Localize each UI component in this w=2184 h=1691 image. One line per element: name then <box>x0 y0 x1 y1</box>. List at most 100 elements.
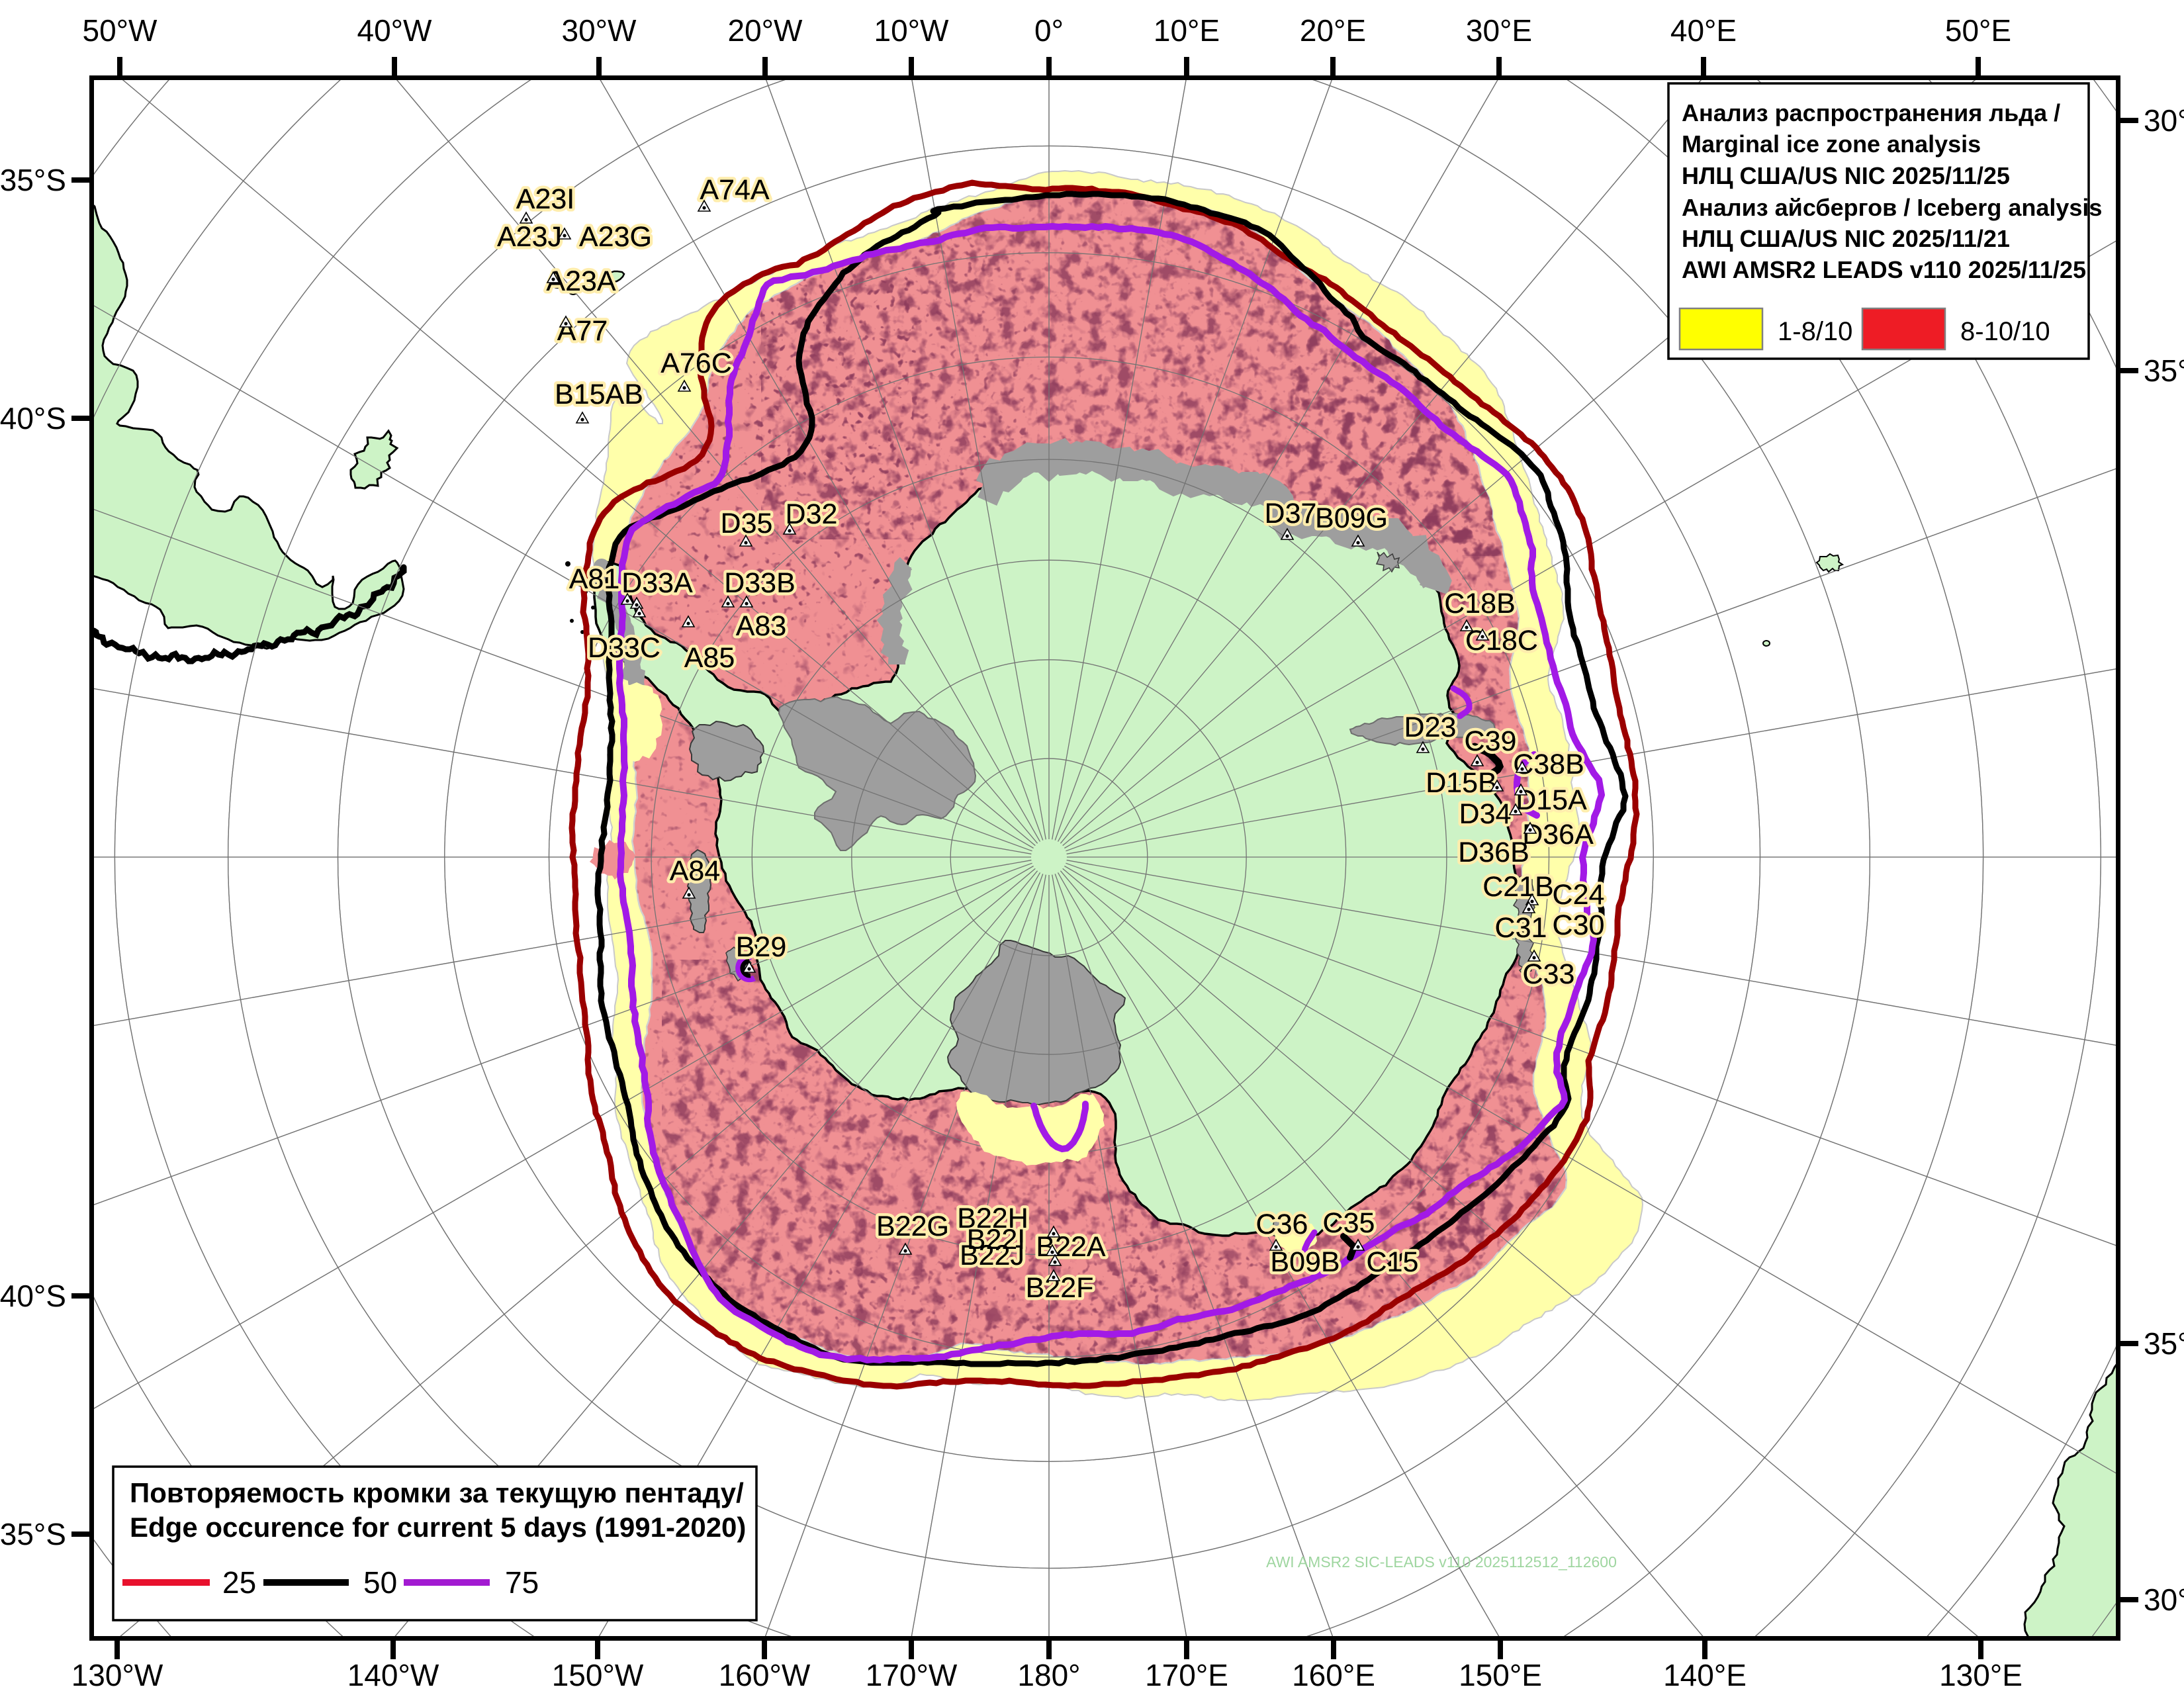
svg-text:D33C: D33C <box>588 632 660 664</box>
svg-text:140°W: 140°W <box>347 1658 439 1688</box>
svg-text:C38B: C38B <box>1513 749 1584 780</box>
svg-text:D33B: D33B <box>724 567 796 599</box>
svg-text:170°E: 170°E <box>1145 1658 1228 1688</box>
svg-text:20°W: 20°W <box>728 13 803 48</box>
svg-text:35°S: 35°S <box>2144 353 2184 388</box>
svg-text:40°S: 40°S <box>0 1279 66 1313</box>
svg-text:AWI AMSR2 SIC-LEADS v110 20251: AWI AMSR2 SIC-LEADS v110 2025112512_1126… <box>1266 1553 1617 1571</box>
svg-text:10°E: 10°E <box>1154 13 1220 48</box>
svg-text:D34: D34 <box>1459 798 1512 830</box>
svg-text:Анализ распространения льда /: Анализ распространения льда / <box>1682 99 2060 126</box>
svg-text:A85: A85 <box>684 642 735 674</box>
svg-text:D37: D37 <box>1265 498 1317 529</box>
svg-text:C33: C33 <box>1523 958 1575 990</box>
svg-text:40°W: 40°W <box>357 13 433 48</box>
svg-text:B09G: B09G <box>1315 502 1388 534</box>
svg-text:B22G: B22G <box>876 1211 949 1242</box>
svg-text:130°W: 130°W <box>71 1658 163 1688</box>
svg-text:A23G: A23G <box>579 221 652 253</box>
svg-text:C30: C30 <box>1553 909 1605 941</box>
svg-text:D15B: D15B <box>1426 767 1497 799</box>
svg-text:НЛЦ США/US NIC 2025/11/25: НЛЦ США/US NIC 2025/11/25 <box>1682 162 2010 189</box>
svg-text:140°E: 140°E <box>1663 1658 1747 1688</box>
svg-text:B22G: B22G <box>876 1211 949 1242</box>
svg-text:A84: A84 <box>670 855 721 887</box>
svg-text:A23I: A23I <box>516 183 574 215</box>
svg-text:B22A: B22A <box>1036 1231 1106 1263</box>
svg-text:30°S: 30°S <box>2144 1582 2184 1617</box>
svg-text:170°W: 170°W <box>866 1658 958 1688</box>
svg-text:B09B: B09B <box>1270 1246 1340 1278</box>
svg-text:D33A: D33A <box>621 567 693 599</box>
svg-text:B15AB: B15AB <box>555 379 643 410</box>
svg-text:B22J: B22J <box>960 1240 1024 1271</box>
svg-text:C33: C33 <box>1523 958 1575 990</box>
svg-text:30°W: 30°W <box>562 13 637 48</box>
svg-text:B22F: B22F <box>1026 1272 1094 1304</box>
svg-text:40°E: 40°E <box>1670 13 1737 48</box>
svg-text:A74A: A74A <box>700 174 770 206</box>
svg-text:C39: C39 <box>1465 725 1517 757</box>
svg-text:50°E: 50°E <box>1945 13 2011 48</box>
svg-text:A76C: A76C <box>660 347 732 379</box>
svg-text:C31: C31 <box>1495 912 1547 944</box>
svg-text:D35: D35 <box>721 508 773 539</box>
svg-text:C18B: C18B <box>1444 588 1516 619</box>
svg-text:A84: A84 <box>670 855 721 887</box>
svg-text:50: 50 <box>363 1565 397 1600</box>
svg-text:C38B: C38B <box>1513 749 1584 780</box>
svg-text:D23: D23 <box>1404 711 1457 743</box>
svg-text:A85: A85 <box>684 642 735 674</box>
svg-text:35°S: 35°S <box>0 163 66 197</box>
svg-text:C36: C36 <box>1256 1209 1308 1240</box>
svg-text:D36B: D36B <box>1458 837 1529 868</box>
svg-text:B15AB: B15AB <box>555 379 643 410</box>
svg-text:B22J: B22J <box>960 1240 1024 1271</box>
svg-text:50°W: 50°W <box>83 13 158 48</box>
svg-text:B29: B29 <box>736 931 787 963</box>
svg-text:40°S: 40°S <box>0 401 66 435</box>
svg-text:D33B: D33B <box>724 567 796 599</box>
svg-text:A81: A81 <box>569 563 620 595</box>
svg-text:75: 75 <box>505 1565 539 1600</box>
svg-text:35°S: 35°S <box>0 1517 66 1551</box>
svg-text:B22I: B22I <box>967 1224 1025 1256</box>
svg-text:C18C: C18C <box>1465 625 1538 657</box>
svg-text:C15: C15 <box>1367 1246 1419 1278</box>
svg-text:20°E: 20°E <box>1300 13 1366 48</box>
svg-text:150°E: 150°E <box>1459 1658 1542 1688</box>
svg-text:D15B: D15B <box>1426 767 1497 799</box>
svg-text:A76C: A76C <box>660 347 732 379</box>
svg-text:B22A: B22A <box>1036 1231 1106 1263</box>
svg-text:D35: D35 <box>721 508 773 539</box>
svg-text:130°E: 130°E <box>1939 1658 2023 1688</box>
svg-text:D36A: D36A <box>1522 819 1594 850</box>
svg-text:D32: D32 <box>786 498 838 530</box>
svg-text:C24: C24 <box>1553 879 1605 911</box>
svg-text:C18C: C18C <box>1465 625 1538 657</box>
svg-text:D15A: D15A <box>1516 784 1587 816</box>
svg-text:30°E: 30°E <box>1466 13 1532 48</box>
svg-text:C15: C15 <box>1367 1246 1419 1278</box>
svg-text:Marginal ice zone analysis: Marginal ice zone analysis <box>1682 130 1981 158</box>
svg-text:D33C: D33C <box>588 632 660 664</box>
svg-text:150°W: 150°W <box>552 1658 644 1688</box>
svg-text:A81: A81 <box>569 563 620 595</box>
svg-text:C35: C35 <box>1323 1207 1375 1239</box>
svg-text:D33A: D33A <box>621 567 693 599</box>
svg-text:Edge occurence for current 5 d: Edge occurence for current 5 days (1991-… <box>130 1512 746 1543</box>
svg-text:C21B: C21B <box>1482 871 1554 903</box>
svg-text:D37: D37 <box>1265 498 1317 529</box>
svg-text:160°E: 160°E <box>1292 1658 1375 1688</box>
svg-text:A23J: A23J <box>497 221 562 253</box>
svg-text:B29: B29 <box>736 931 787 963</box>
svg-text:25: 25 <box>222 1565 256 1600</box>
svg-text:C36: C36 <box>1256 1209 1308 1240</box>
svg-text:C39: C39 <box>1465 725 1517 757</box>
svg-text:C31: C31 <box>1495 912 1547 944</box>
svg-text:C24: C24 <box>1553 879 1605 911</box>
svg-text:B22F: B22F <box>1026 1272 1094 1304</box>
svg-text:180°: 180° <box>1017 1658 1080 1688</box>
svg-text:D36A: D36A <box>1522 819 1594 850</box>
svg-text:A23G: A23G <box>579 221 652 253</box>
